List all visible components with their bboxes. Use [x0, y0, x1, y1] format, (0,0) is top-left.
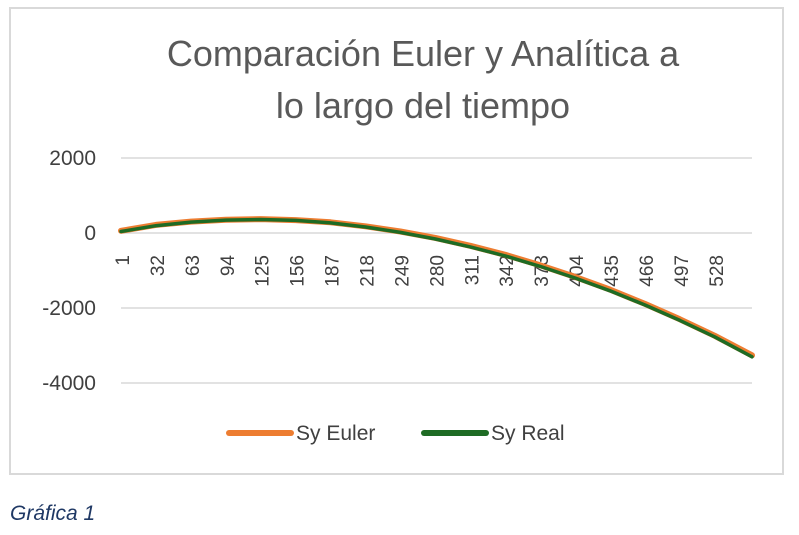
- x-tick-label: 125: [253, 255, 274, 287]
- chart-frame: Comparación Euler y Analítica a lo largo…: [9, 7, 784, 475]
- chart-title-line-2: lo largo del tiempo: [276, 85, 570, 126]
- chart-title: Comparación Euler y Analítica a lo largo…: [167, 33, 680, 126]
- x-tick-label: 218: [358, 255, 379, 287]
- x-axis-ticks: 1 32 63 94 125 156 187 218 249 280 311 342 373 404 435…: [113, 255, 728, 287]
- x-tick-label: 156: [288, 255, 309, 287]
- y-tick-label: 0: [84, 222, 96, 245]
- legend-label: Sy Euler: [296, 422, 375, 445]
- series-lines: [118, 216, 755, 359]
- x-tick-label: 32: [148, 255, 169, 276]
- x-tick-label: 280: [427, 255, 448, 287]
- y-tick-label: -2000: [42, 297, 96, 320]
- y-axis-ticks: 2000 0 -2000 -4000: [42, 147, 96, 395]
- chart-svg: Comparación Euler y Analítica a lo largo…: [42, 33, 755, 445]
- x-tick-label: 249: [392, 255, 413, 287]
- legend-label: Sy Real: [491, 422, 565, 445]
- figure-caption: Gráfica 1: [10, 502, 96, 525]
- x-tick-label: 1: [113, 255, 134, 266]
- chart-title-line-1: Comparación Euler y Analítica a: [167, 33, 680, 74]
- y-tick-label: 2000: [49, 147, 96, 170]
- x-tick-label: 63: [183, 255, 204, 276]
- x-tick-label: 466: [637, 255, 658, 287]
- x-tick-label: 342: [497, 255, 518, 287]
- x-tick-label: 497: [672, 255, 693, 287]
- gridlines: [121, 157, 752, 384]
- x-tick-label: 435: [602, 255, 623, 287]
- series-line: [119, 217, 754, 359]
- x-tick-label: 311: [462, 255, 483, 285]
- legend: Sy Euler Sy Real: [226, 422, 565, 445]
- x-tick-label: 94: [218, 255, 239, 277]
- x-tick-label: 528: [707, 255, 728, 287]
- x-tick-label: 187: [323, 255, 344, 287]
- y-tick-label: -4000: [42, 372, 96, 395]
